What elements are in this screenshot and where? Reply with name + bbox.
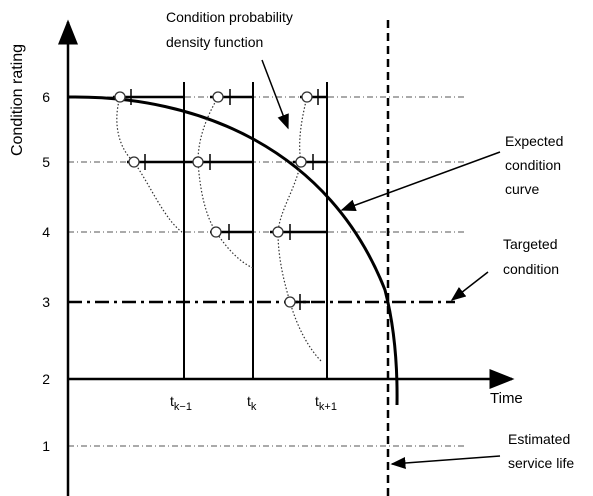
y-tick: 1 xyxy=(42,438,50,454)
time-lines xyxy=(183,82,328,379)
y-axis-label: Condition rating xyxy=(9,44,26,156)
svg-text:tk−1: tk−1 xyxy=(170,393,192,413)
t-sub: k xyxy=(251,401,257,413)
annotation: density function xyxy=(166,34,263,50)
annotation: Expected xyxy=(505,133,563,149)
annotation: Estimated xyxy=(508,431,570,447)
y-tick: 2 xyxy=(42,371,50,387)
t-base: t xyxy=(170,393,174,409)
x-axis-label: Time xyxy=(490,390,523,407)
annotation: Condition probability xyxy=(166,9,293,25)
annotation: condition xyxy=(503,261,559,277)
distributions xyxy=(113,89,327,363)
annotations: Condition probability density function E… xyxy=(166,9,574,471)
arrows xyxy=(261,59,501,469)
t-sub: k+1 xyxy=(319,401,337,413)
annotation: service life xyxy=(508,455,574,471)
t-base: t xyxy=(315,393,319,409)
annotation: curve xyxy=(505,181,539,197)
time-labels: tk−1 tk tk+1 xyxy=(170,393,337,413)
svg-text:tk: tk xyxy=(247,393,257,413)
y-tick: 4 xyxy=(42,224,50,240)
t-base: t xyxy=(247,393,251,409)
y-tick: 3 xyxy=(42,294,50,310)
y-ticks: 6 5 4 3 2 1 xyxy=(42,89,50,454)
svg-text:tk+1: tk+1 xyxy=(315,393,337,413)
expected-curve xyxy=(67,95,399,406)
grid-lines xyxy=(68,96,465,447)
annotation: condition xyxy=(505,157,561,173)
annotation: Targeted xyxy=(503,236,557,252)
y-tick: 5 xyxy=(42,154,50,170)
y-tick: 6 xyxy=(42,89,50,105)
t-sub: k−1 xyxy=(174,401,192,413)
